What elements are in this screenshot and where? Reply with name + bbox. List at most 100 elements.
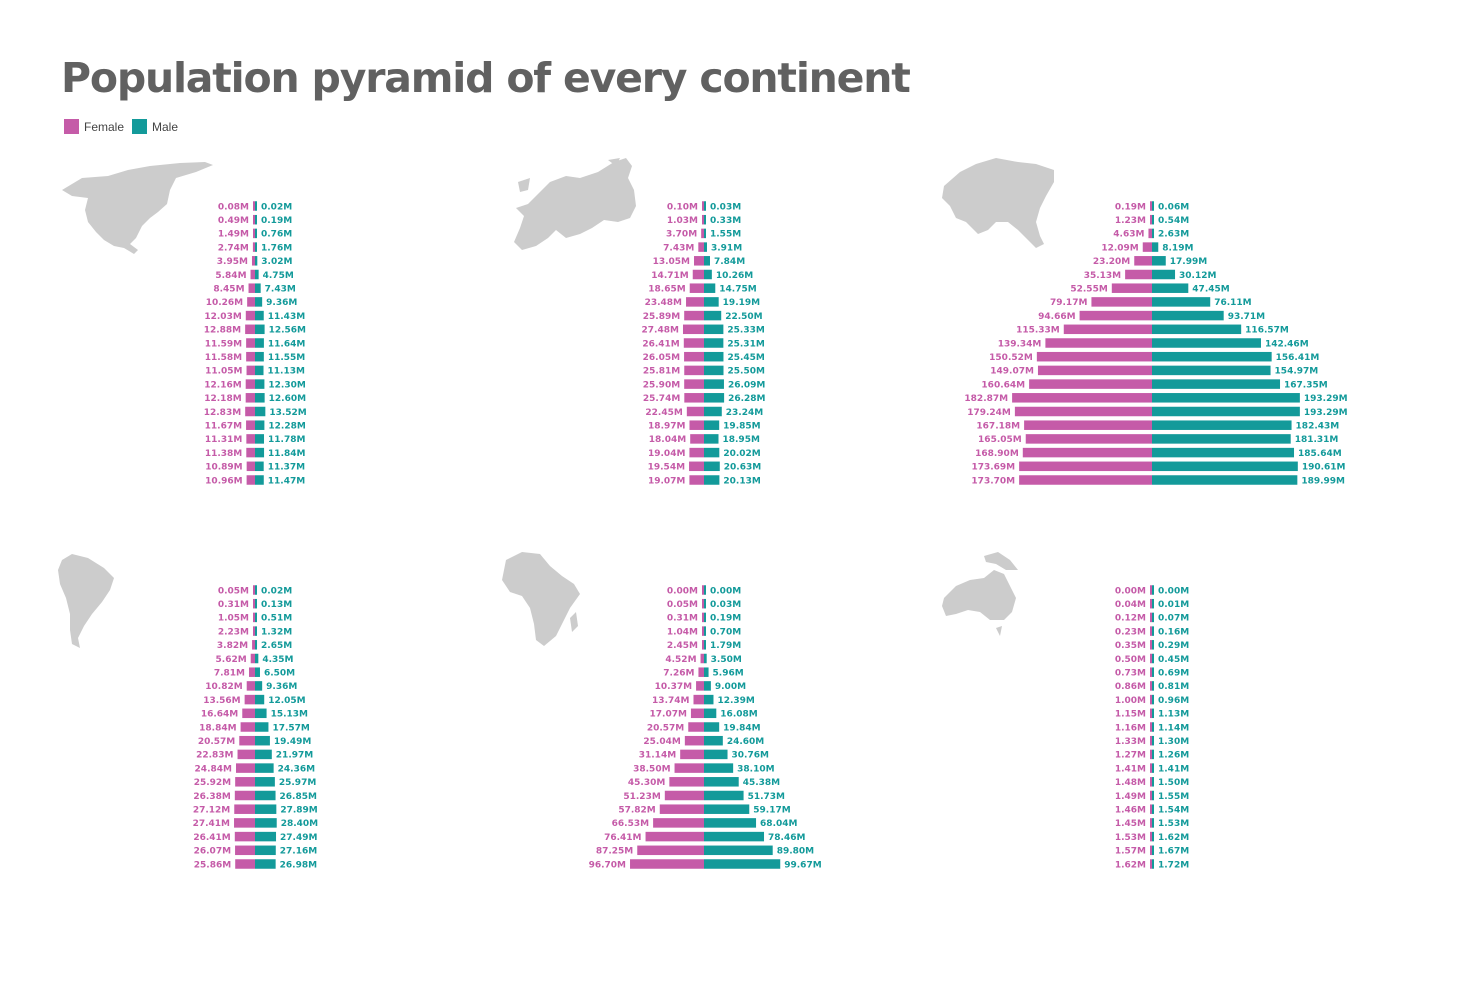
female-bar [690, 434, 704, 444]
female-bar [1150, 653, 1152, 664]
female-bar [696, 681, 704, 691]
male-bar [255, 859, 276, 869]
male-bar [1152, 338, 1261, 348]
male-bar [255, 461, 264, 472]
male-bar [255, 379, 265, 389]
page-title: Population pyramid of every continent [61, 54, 911, 102]
male-value-label: 116.57M [1245, 326, 1289, 336]
male-value-label: 19.49M [274, 737, 311, 747]
male-value-label: 0.02M [261, 586, 292, 596]
female-bar [1150, 722, 1152, 732]
female-bar [246, 434, 255, 444]
male-value-label: 89.80M [777, 847, 814, 857]
female-bar [253, 228, 255, 239]
female-bar [242, 708, 255, 719]
female-bar [684, 310, 704, 321]
female-value-label: 0.05M [218, 586, 249, 596]
male-value-label: 78.46M [768, 833, 805, 843]
female-bar [253, 214, 255, 225]
male-value-label: 12.39M [717, 696, 754, 706]
legend-item-female: Female [64, 119, 124, 134]
male-bar [1152, 406, 1300, 417]
female-bar [689, 283, 704, 293]
male-value-label: 7.43M [265, 285, 296, 295]
female-bar [245, 324, 255, 335]
female-bar [244, 694, 255, 705]
male-bar [704, 653, 707, 664]
male-value-label: 30.76M [732, 751, 769, 761]
female-bar [1029, 379, 1152, 389]
male-value-label: 0.19M [261, 216, 292, 226]
female-value-label: 0.12M [1115, 614, 1146, 624]
male-value-label: 45.38M [743, 778, 780, 788]
female-value-label: 35.13M [1084, 271, 1121, 281]
male-bar [255, 653, 259, 664]
male-value-label: 185.64M [1298, 449, 1342, 459]
female-bar [630, 859, 704, 869]
male-value-label: 1.26M [1158, 751, 1189, 761]
female-value-label: 12.83M [204, 408, 241, 418]
male-value-label: 24.60M [727, 737, 764, 747]
female-bar [698, 242, 704, 252]
male-bar [1152, 269, 1176, 280]
female-value-label: 25.92M [194, 778, 231, 788]
female-value-label: 1.33M [1115, 737, 1146, 747]
male-bar [1152, 790, 1154, 801]
female-value-label: 179.24M [967, 408, 1011, 418]
female-value-label: 7.81M [214, 669, 245, 679]
female-value-label: 2.45M [667, 641, 698, 651]
female-bar [1150, 708, 1152, 719]
male-bar [1152, 585, 1154, 595]
female-bar [251, 256, 255, 266]
female-bar [248, 283, 255, 293]
female-bar [1150, 777, 1152, 787]
oceania-map-icon [942, 552, 1018, 636]
male-value-label: 1.32M [261, 627, 292, 637]
legend-swatch-female [64, 119, 79, 134]
female-bar [1014, 406, 1152, 417]
female-bar [1150, 735, 1152, 746]
female-value-label: 27.48M [642, 326, 679, 336]
female-value-label: 2.23M [218, 627, 249, 637]
female-value-label: 12.18M [204, 394, 241, 404]
female-bar [686, 406, 704, 417]
female-value-label: 26.41M [193, 833, 230, 843]
south-america-map-icon [58, 554, 114, 648]
male-value-label: 1.41M [1158, 764, 1189, 774]
female-bar [1150, 790, 1152, 801]
male-value-label: 11.64M [268, 339, 305, 349]
male-bar [1152, 256, 1166, 266]
female-value-label: 26.38M [193, 792, 230, 802]
female-bar [1150, 598, 1152, 609]
female-value-label: 8.45M [213, 285, 244, 295]
male-value-label: 11.13M [268, 367, 305, 377]
female-value-label: 20.57M [647, 723, 684, 733]
male-bar [255, 475, 264, 485]
male-bar [704, 269, 712, 280]
female-value-label: 76.41M [604, 833, 641, 843]
male-bar [1152, 708, 1154, 719]
male-bar [255, 735, 270, 746]
legend-label-female: Female [84, 119, 125, 134]
female-bar [1150, 763, 1152, 773]
pyramid-5: 0.00M 0.00M 0.05M 0.03M 0.31M 0.19M 1.04M 0.70M… [502, 552, 822, 870]
male-bar [255, 434, 265, 444]
female-bar [1019, 461, 1152, 472]
female-value-label: 87.25M [596, 847, 633, 857]
female-value-label: 11.05M [205, 367, 242, 377]
female-value-label: 0.50M [1115, 655, 1146, 665]
female-value-label: 1.57M [1115, 847, 1146, 857]
female-bar [700, 653, 704, 664]
male-bar [255, 790, 276, 801]
female-bar [253, 626, 255, 636]
male-value-label: 0.00M [1158, 586, 1189, 596]
male-bar [1152, 324, 1242, 335]
female-bar [689, 475, 704, 485]
male-value-label: 1.14M [1158, 723, 1189, 733]
male-bar [1152, 859, 1154, 869]
female-bar [246, 351, 255, 362]
male-bar [255, 818, 277, 828]
female-value-label: 96.70M [589, 860, 626, 870]
female-bar [1150, 859, 1152, 869]
male-bar [255, 324, 265, 335]
